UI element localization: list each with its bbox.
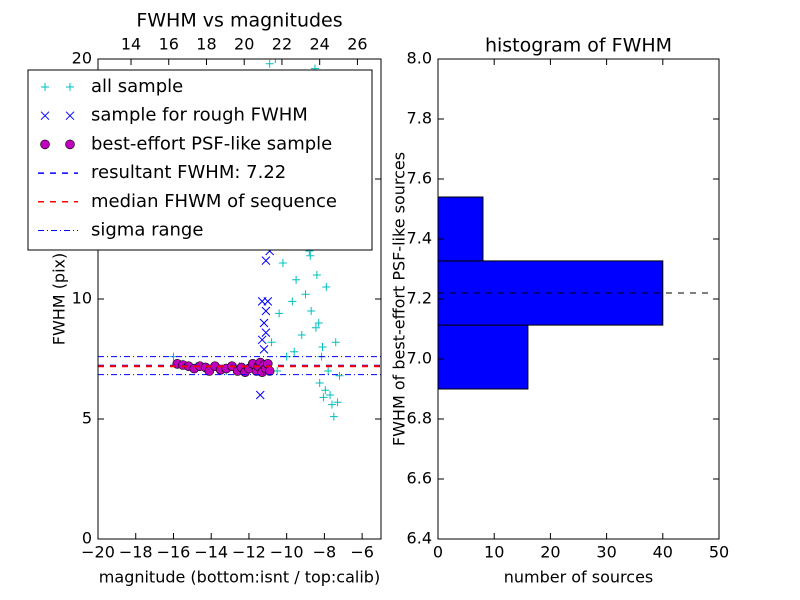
- histogram-bar: [437, 324, 529, 390]
- cross-marker: [259, 318, 269, 328]
- cross-marker: [259, 345, 269, 354]
- top-tick-label: 14: [121, 35, 141, 54]
- y-tick-label: 6.8: [407, 409, 432, 428]
- top-tick-label: 26: [347, 35, 367, 54]
- x-tick-label: −16: [157, 543, 191, 562]
- plus-marker: [311, 323, 320, 332]
- x-tick-label: −6: [350, 543, 374, 562]
- x-tick-label: −18: [119, 543, 153, 562]
- plus-marker: [273, 367, 282, 375]
- plus-marker: [314, 319, 323, 327]
- cross-marker: [257, 335, 267, 345]
- x-tick-label: 20: [540, 543, 560, 562]
- plus-marker: [312, 271, 321, 279]
- x-tick-label: 40: [653, 543, 673, 562]
- y-tick-label: 10: [72, 289, 92, 308]
- y-axis-label: FWHM (pix): [50, 253, 69, 346]
- legend-label: median FHWM of sequence: [91, 191, 337, 212]
- top-tick-label: 22: [272, 35, 292, 54]
- plus-marker: [278, 259, 287, 267]
- legend-label: all sample: [91, 76, 183, 97]
- plus-marker: [301, 290, 310, 299]
- plus-marker: [315, 379, 324, 387]
- y-tick-label: 20: [72, 49, 92, 68]
- cross-marker: [255, 390, 265, 400]
- plus-marker: [324, 367, 333, 375]
- legend-label: resultant FWHM: 7.22: [91, 162, 286, 183]
- top-tick-label: 18: [196, 35, 216, 54]
- cross-marker: [261, 328, 271, 337]
- cross-marker: [261, 256, 271, 265]
- x-axis-label: magnitude (bottom:isnt / top:calib): [99, 568, 380, 587]
- plus-marker: [319, 393, 328, 402]
- plus-marker: [297, 331, 306, 339]
- plus-marker: [318, 343, 327, 351]
- plus-marker: [271, 59, 280, 63]
- cross-marker: [261, 306, 271, 316]
- legend-label: sigma range: [91, 220, 203, 241]
- plus-marker: [66, 83, 74, 91]
- plus-marker: [335, 371, 344, 380]
- plus-marker: [329, 412, 338, 421]
- y-tick-label: 5: [82, 409, 92, 428]
- top-tick-label: 20: [234, 35, 254, 54]
- plus-marker: [306, 251, 315, 260]
- y-axis-label: FWHM of best-effort PSF-like sources: [390, 152, 409, 446]
- y-tick-label: 8.0: [407, 49, 432, 68]
- top-tick-label: 16: [159, 35, 179, 54]
- legend: all sample sample for rough FWHM best-effo…: [27, 69, 373, 251]
- legend-frame: [27, 69, 373, 251]
- y-tick-label: 6.4: [407, 529, 432, 548]
- y-tick-label: 0: [82, 529, 92, 548]
- plus-marker: [290, 347, 299, 356]
- plot-area: [98, 59, 381, 421]
- plus-marker: [326, 391, 335, 399]
- legend-label: best-effort PSF-like sample: [91, 133, 332, 154]
- plus-marker: [307, 307, 316, 315]
- cross-marker: [263, 297, 273, 306]
- plus-marker: [41, 83, 49, 91]
- histogram-bar: [437, 196, 484, 262]
- x-tick-label: −8: [313, 543, 337, 562]
- y-tick-label: 7.6: [407, 169, 432, 188]
- plus-marker: [333, 398, 342, 407]
- x-tick-label: 30: [596, 543, 616, 562]
- x-tick-label: −14: [194, 543, 228, 562]
- plus-marker: [322, 283, 331, 291]
- plus-marker: [321, 386, 330, 395]
- circle-marker: [65, 139, 75, 150]
- plus-marker: [265, 59, 274, 68]
- x-tick-label: 50: [709, 543, 729, 562]
- x-tick-label: −20: [81, 543, 115, 562]
- y-tick-label: 6.6: [407, 469, 432, 488]
- plus-marker: [288, 297, 297, 306]
- top-tick-label: 24: [310, 35, 330, 54]
- plus-marker: [292, 275, 301, 284]
- y-tick-label: 7.8: [407, 109, 432, 128]
- y-tick-label: 7.0: [407, 349, 432, 368]
- plus-marker: [331, 338, 340, 347]
- plus-marker: [275, 309, 284, 318]
- legend-label: sample for rough FWHM: [91, 105, 308, 126]
- x-axis-label: number of sources: [504, 568, 654, 587]
- cross-marker: [65, 111, 75, 121]
- circle-marker: [40, 139, 50, 150]
- plus-marker: [327, 400, 336, 409]
- chart-title: FWHM vs magnitudes: [136, 10, 342, 32]
- y-tick-label: 7.4: [407, 229, 432, 248]
- chart-title: histogram of FWHM: [485, 35, 672, 57]
- x-tick-label: −12: [232, 543, 266, 562]
- plus-marker: [267, 338, 276, 347]
- x-tick-label: 10: [484, 543, 504, 562]
- cross-marker: [40, 111, 50, 121]
- x-tick-label: 0: [433, 543, 443, 562]
- x-tick-label: −10: [270, 543, 304, 562]
- y-tick-label: 7.2: [407, 289, 432, 308]
